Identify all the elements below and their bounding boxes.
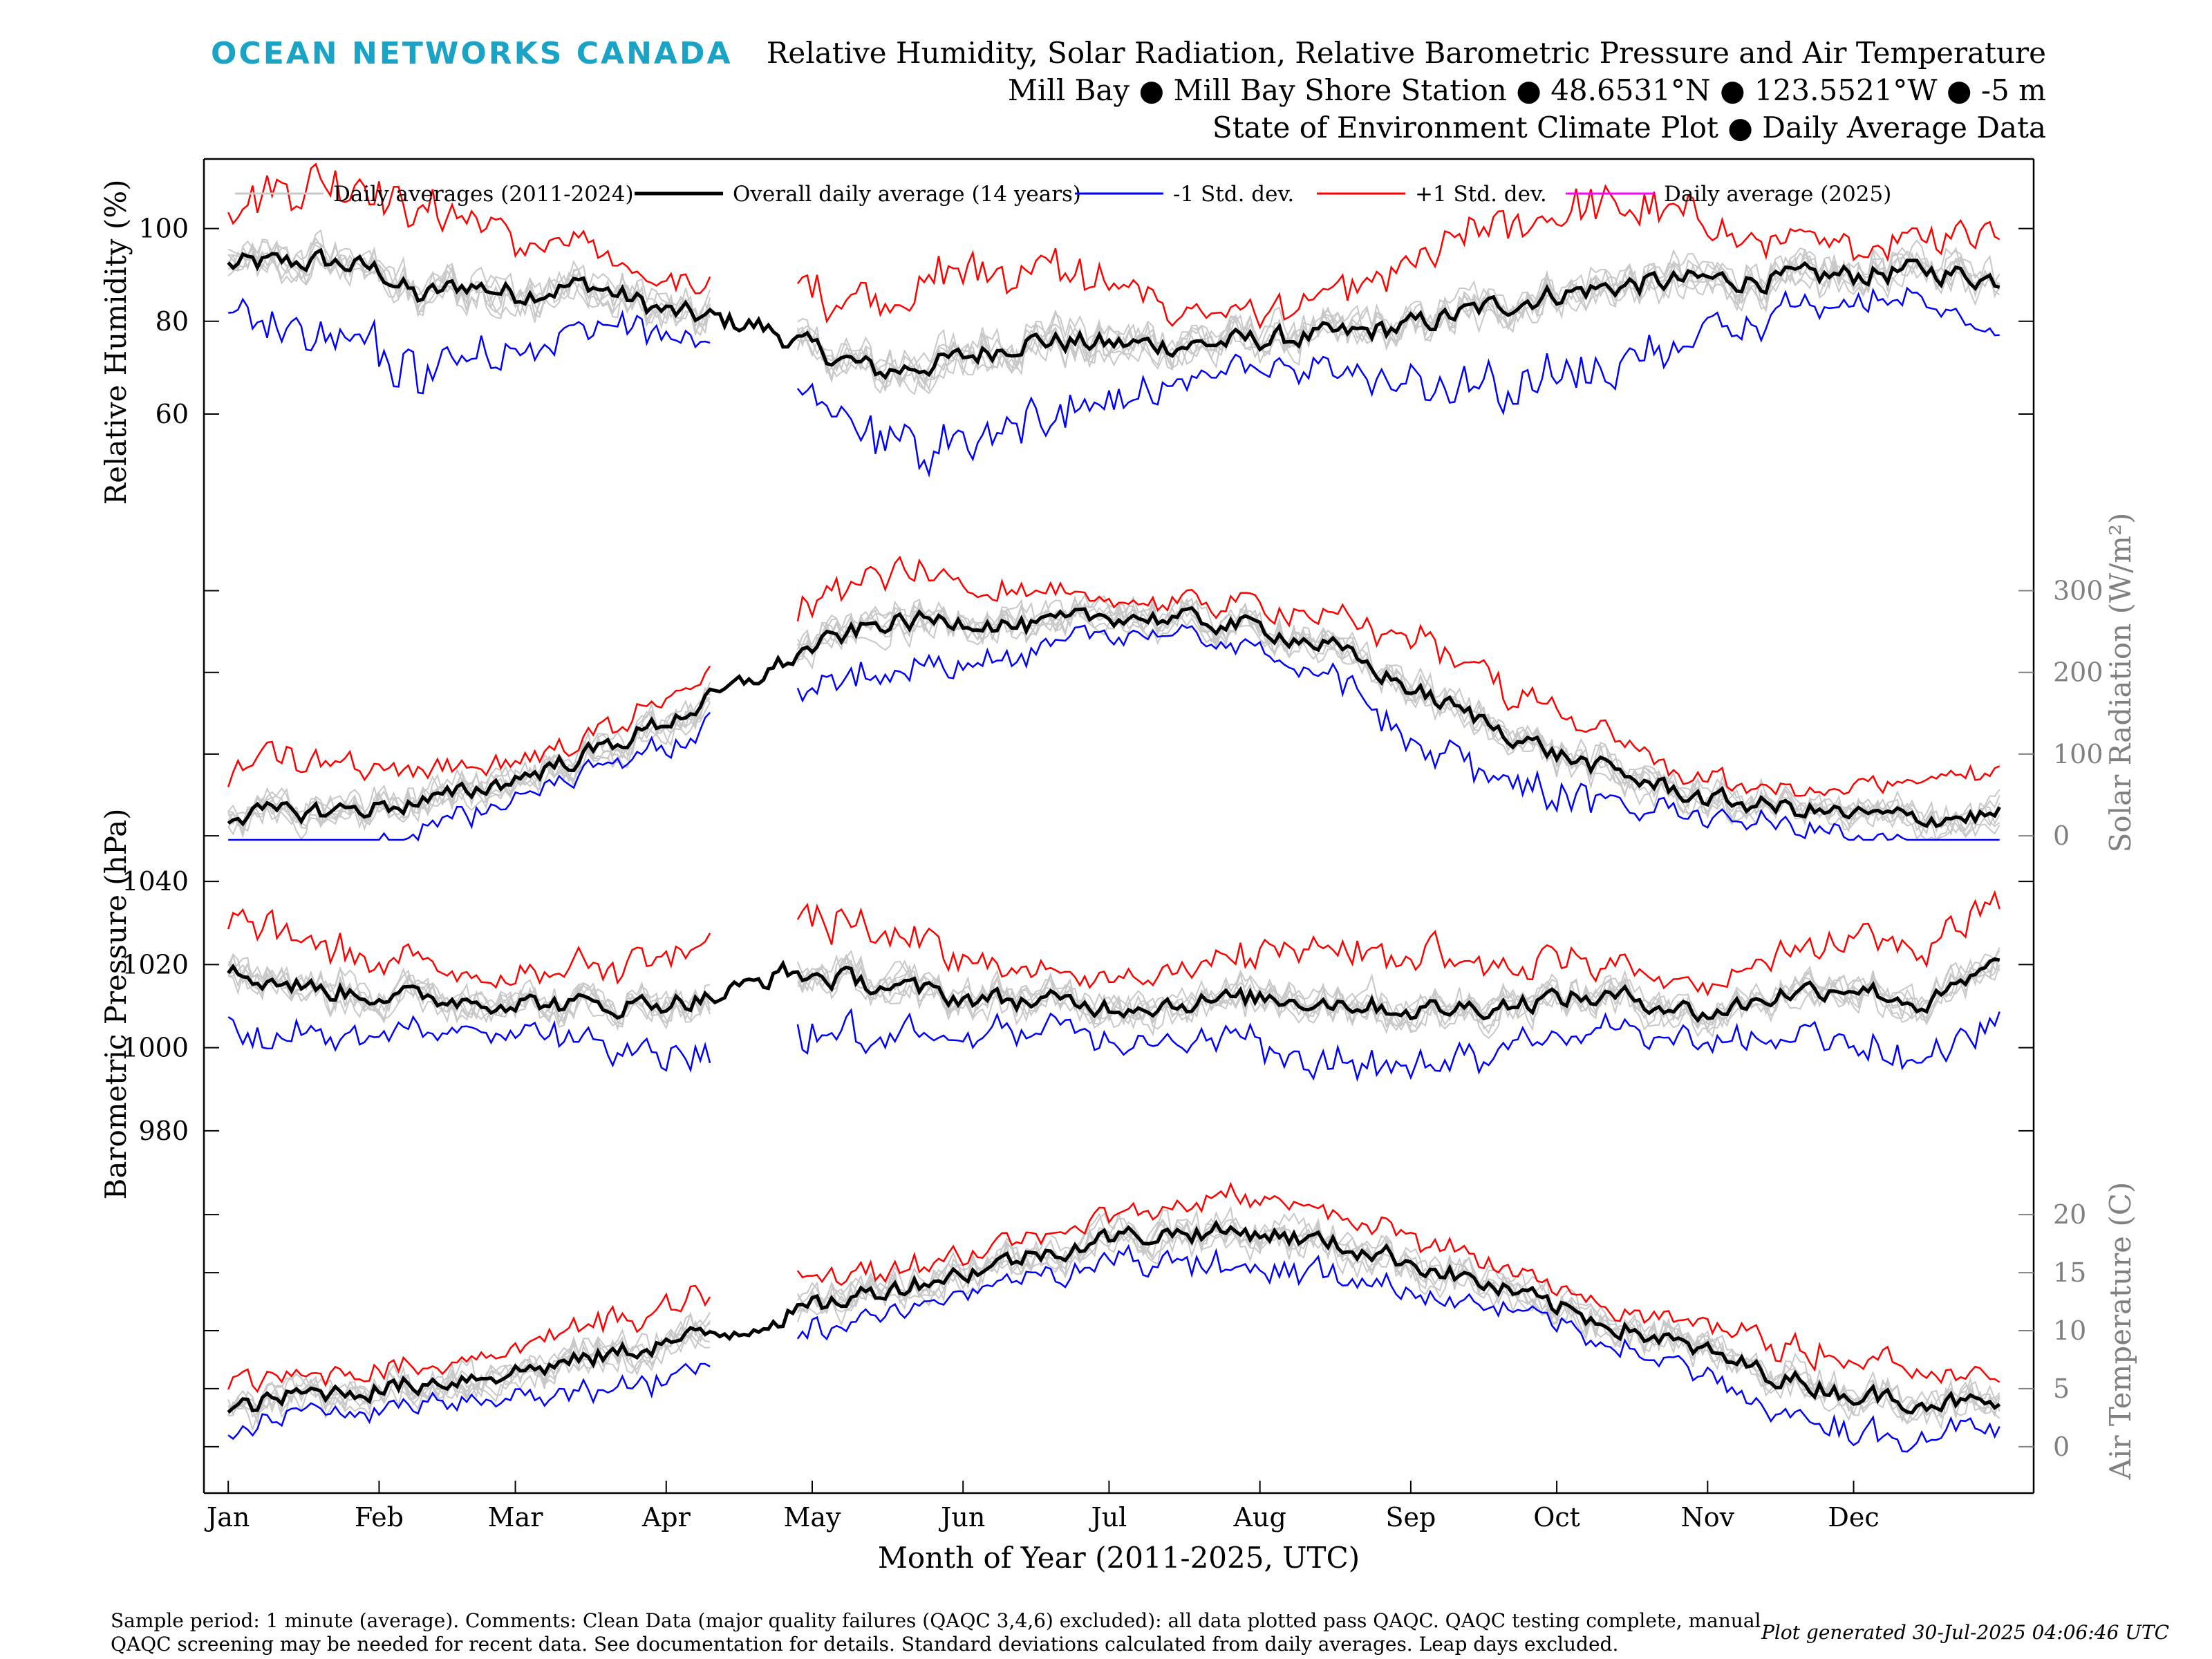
chart-subtitle-type: State of Environment Climate Plot ● Dail… <box>1212 111 2046 144</box>
y-tick-label: 60 <box>156 399 189 429</box>
history-daily-average-line <box>227 950 2000 1031</box>
y-axis-label: Air Temperature (C) <box>2103 1182 2137 1481</box>
history-daily-average-line <box>228 1217 2000 1426</box>
y-axis-label: Relative Humidity (%) <box>99 179 133 505</box>
history-daily-average-line <box>227 597 2000 838</box>
minus-std-dev-line <box>228 286 2000 478</box>
y-tick-label: 0 <box>2053 821 2070 851</box>
plot-generated-timestamp: Plot generated 30-Jul-2025 04:06:46 UTC <box>1761 1621 2169 1644</box>
y-tick-label: 1020 <box>122 949 189 980</box>
x-axis-label: Month of Year (2011-2025, UTC) <box>878 1541 1360 1575</box>
minus-std-dev-line <box>227 1008 2000 1082</box>
y-axis-label: Barometric Pressure (hPa) <box>99 808 133 1199</box>
plus-std-dev-line <box>227 555 2000 797</box>
history-daily-average-line <box>228 239 2000 395</box>
y-tick-label: 100 <box>138 214 189 244</box>
history-daily-average-line <box>227 947 2000 1037</box>
y-tick-label: 1040 <box>122 866 189 897</box>
chart-title: Relative Humidity, Solar Radiation, Rela… <box>766 36 2046 70</box>
y-tick-label: 1000 <box>122 1033 189 1063</box>
legend-label-current: Daily average (2025) <box>1664 182 1891 207</box>
history-daily-average-line <box>228 242 2000 388</box>
overall-daily-average-line <box>227 957 2000 1024</box>
x-tick-label: Mar <box>488 1502 544 1533</box>
minus-std-dev-line <box>228 624 2000 842</box>
x-tick-label: Jan <box>204 1502 250 1533</box>
overall-daily-average-line <box>227 247 2000 380</box>
x-tick-label: Nov <box>1681 1502 1735 1533</box>
x-tick-label: Oct <box>1533 1502 1580 1533</box>
x-tick-label: Apr <box>641 1502 691 1533</box>
history-daily-average-line <box>227 597 2000 838</box>
x-tick-label: Sep <box>1385 1502 1436 1533</box>
y-tick-label: 300 <box>2053 576 2103 606</box>
y-tick-label: 200 <box>2053 657 2103 688</box>
plus-std-dev-line <box>227 162 2000 330</box>
x-tick-label: Aug <box>1233 1502 1286 1533</box>
legend-label-mean: Overall daily average (14 years) <box>733 182 1081 207</box>
x-tick-label: Dec <box>1828 1502 1879 1533</box>
overall-daily-average-line <box>227 1219 2001 1415</box>
y-tick-label: 15 <box>2053 1257 2086 1288</box>
x-tick-label: Jun <box>938 1502 985 1533</box>
plus-std-dev-line <box>227 1181 2000 1394</box>
y-tick-label: 100 <box>2053 739 2103 769</box>
history-daily-average-line <box>227 954 2000 1038</box>
y-tick-label: 5 <box>2053 1374 2070 1404</box>
y-tick-label: 10 <box>2053 1315 2086 1346</box>
history-daily-average-line <box>228 949 2000 1035</box>
footer-comment-line-2: QAQC screening may be needed for recent … <box>111 1633 1619 1656</box>
footer-comment-line-1: Sample period: 1 minute (average). Comme… <box>111 1609 1761 1632</box>
ocean-networks-canada-logo: OCEAN NETWORKS CANADA <box>211 36 733 71</box>
minus-std-dev-line <box>227 1244 2000 1453</box>
plus-std-dev-line <box>227 890 2000 997</box>
overall-daily-average-line <box>227 606 2001 829</box>
y-tick-label: 20 <box>2053 1199 2086 1230</box>
y-tick-label: 80 <box>156 306 189 337</box>
legend-label-plus_std: +1 Std. dev. <box>1415 182 1547 207</box>
x-tick-label: Feb <box>355 1502 404 1533</box>
x-tick-label: May <box>783 1502 841 1533</box>
legend-label-history: Daily averages (2011-2024) <box>333 182 634 207</box>
x-tick-label: Jul <box>1088 1502 1127 1533</box>
y-tick-label: 0 <box>2053 1432 2070 1462</box>
chart-subtitle-location: Mill Bay ● Mill Bay Shore Station ● 48.6… <box>1007 73 2046 107</box>
history-daily-average-line <box>227 1219 2000 1432</box>
history-daily-average-line <box>227 597 2000 841</box>
y-axis-label: Solar Radiation (W/m²) <box>2103 513 2137 853</box>
y-tick-label: 980 <box>138 1116 189 1146</box>
legend-label-minus_std: -1 Std. dev. <box>1173 182 1294 207</box>
